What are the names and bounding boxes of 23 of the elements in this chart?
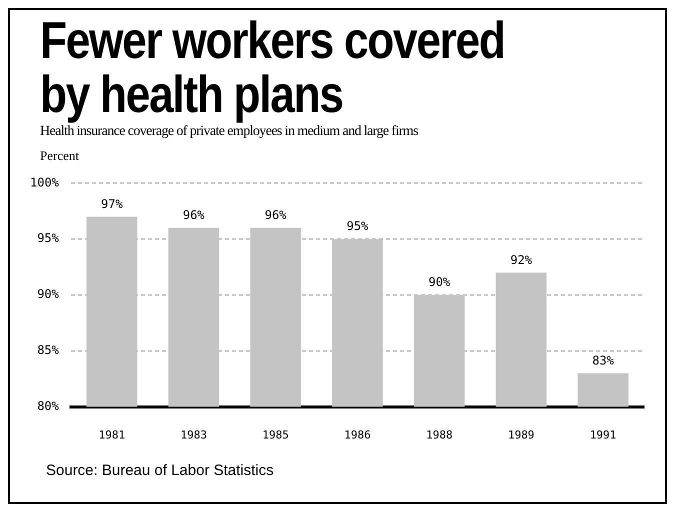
x-tick-label: 1991	[590, 428, 616, 442]
data-label: 92%	[510, 252, 533, 267]
x-tick-label: 1981	[98, 428, 126, 442]
source-note: Source: Bureau of Labor Statistics	[46, 462, 275, 479]
x-tick-label: 1988	[426, 428, 453, 442]
x-tick-label: 1983	[180, 428, 207, 442]
chart-title: Fewer workers covered by health plans	[40, 12, 506, 124]
y-tick-label: 95%	[37, 231, 60, 246]
data-label: 90%	[428, 275, 451, 290]
data-label: 83%	[592, 353, 615, 368]
data-label: 95%	[346, 219, 370, 234]
y-tick-label: 90%	[37, 287, 60, 302]
y-axis-title: Percent	[40, 148, 80, 164]
x-tick-label: 1986	[344, 428, 371, 442]
x-tick-label: 1989	[508, 428, 534, 442]
x-tick-label: 1985	[262, 428, 289, 442]
data-label: 97%	[100, 196, 124, 211]
chart-subtitle: Health insurance coverage of private employees in medium and large firms	[40, 124, 419, 140]
y-tick-label: 100%	[30, 175, 60, 190]
data-label: 96%	[182, 208, 206, 222]
y-tick-label: 85%	[37, 343, 60, 358]
data-label: 96%	[264, 208, 288, 222]
y-tick-label: 80%	[37, 398, 60, 413]
